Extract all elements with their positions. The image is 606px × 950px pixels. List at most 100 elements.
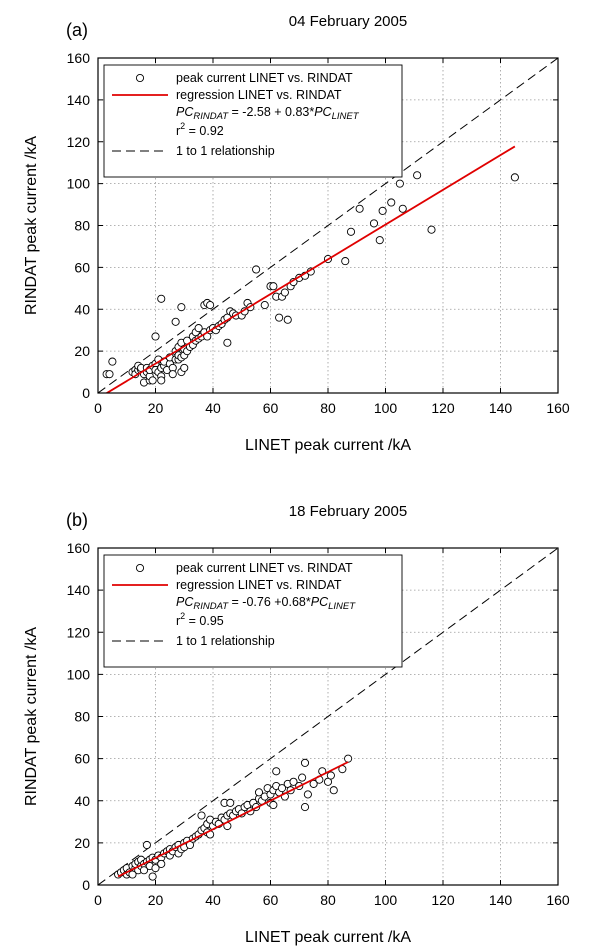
plot-frame: [97, 57, 559, 394]
x-tick-label: 80: [320, 400, 336, 416]
plot-area: [98, 548, 558, 885]
legend-points-label: peak current LINET vs. RINDAT: [176, 71, 353, 85]
data-point: [254, 788, 264, 797]
legend-box: [103, 554, 403, 668]
legend: peak current LINET vs. RINDAT regression …: [103, 554, 403, 668]
chart-title: 18 February 2005: [289, 503, 407, 520]
chart-title: 04 February 2005: [289, 13, 407, 30]
legend-one-to-one-label: 1 to 1 relationship: [176, 634, 275, 648]
data-point: [303, 790, 312, 799]
data-point: [157, 859, 166, 868]
x-tick-label: 120: [431, 400, 455, 416]
x-tick-label: 100: [374, 892, 398, 908]
data-point: [252, 265, 261, 274]
y-tick-label: 0: [82, 877, 90, 893]
x-tick-label: 80: [320, 892, 336, 908]
data-point: [378, 206, 387, 215]
legend-regression-label: regression LINET vs. RINDAT: [176, 578, 342, 592]
data-point: [369, 219, 379, 228]
data-point: [148, 376, 157, 385]
x-tick-label: 0: [94, 892, 102, 908]
data-point: [260, 301, 269, 310]
y-axis-label: RINDAT peak current /kA: [23, 136, 40, 315]
data-point: [280, 288, 289, 297]
chart-panel-a: 04 February 2005 (a) 0 20 40 60 80 100 120 140 160…: [23, 13, 570, 454]
data-point: [197, 811, 206, 820]
data-point: [168, 370, 177, 379]
data-point: [300, 758, 310, 767]
legend-equation: PCRINDAT = -0.76 +0.68*PCLINET: [176, 595, 356, 612]
y-tick-label: 100: [67, 176, 91, 192]
data-point: [226, 798, 235, 807]
panel-label: (a): [66, 20, 88, 40]
data-point: [148, 872, 157, 881]
data-point: [341, 257, 350, 266]
plot-area: [98, 58, 558, 393]
y-tick-label: 80: [74, 218, 90, 234]
data-point: [329, 786, 338, 795]
legend-r-squared: r2 = 0.95: [176, 611, 224, 628]
data-point: [269, 282, 278, 291]
x-tick-label: 160: [546, 400, 570, 416]
y-tick-label: 0: [82, 385, 90, 401]
data-point: [355, 204, 364, 213]
regression-line: [106, 145, 516, 393]
data-point: [510, 173, 519, 182]
x-tick-label: 120: [431, 892, 455, 908]
y-tick-label: 120: [67, 624, 91, 640]
y-tick-label: 40: [74, 301, 90, 317]
y-tick-label: 20: [74, 343, 90, 359]
data-point: [272, 767, 281, 776]
data-point: [180, 363, 189, 372]
data-point: [326, 771, 335, 780]
y-tick-label: 60: [74, 259, 90, 275]
y-tick-label: 20: [74, 835, 90, 851]
one-to-one-line: [98, 548, 558, 885]
data-point: [427, 225, 436, 234]
data-point: [277, 784, 287, 793]
data-point: [105, 370, 114, 379]
regression-line: [117, 761, 349, 878]
y-tick-label: 60: [74, 751, 90, 767]
data-point: [223, 338, 232, 347]
data-point: [289, 777, 298, 786]
data-point: [151, 332, 160, 341]
x-axis-label: LINET peak current /kA: [245, 929, 411, 946]
x-tick-label: 140: [489, 400, 513, 416]
data-point: [413, 171, 422, 180]
data-point: [300, 803, 310, 812]
data-point: [398, 204, 407, 213]
chart-panel-b: 18 February 2005 (b) 0 20 40 60 80 100 120 140 160…: [23, 503, 570, 946]
data-point: [269, 800, 278, 810]
data-point: [194, 324, 203, 333]
y-tick-label: 80: [74, 709, 90, 725]
x-tick-label: 60: [263, 400, 279, 416]
x-tick-label: 160: [546, 892, 570, 908]
plot-frame: [97, 547, 559, 886]
y-tick-label: 40: [74, 793, 90, 809]
panel-label: (b): [66, 510, 88, 530]
y-tick-label: 120: [67, 134, 91, 150]
y-tick-label: 140: [67, 92, 91, 108]
legend-regression-label: regression LINET vs. RINDAT: [176, 88, 342, 102]
one-to-one-line: [98, 58, 558, 393]
legend-r-squared: r2 = 0.92: [176, 121, 224, 138]
data-point: [142, 840, 151, 850]
data-point: [139, 866, 149, 875]
x-axis-label: LINET peak current /kA: [245, 437, 411, 454]
legend-marker: [135, 563, 145, 573]
legend: peak current LINET vs. RINDAT regression …: [103, 64, 403, 178]
data-point: [157, 376, 166, 385]
x-tick-label: 20: [148, 400, 164, 416]
data-point: [346, 227, 356, 236]
y-tick-label: 140: [67, 582, 91, 598]
data-point: [344, 754, 353, 763]
data-point: [395, 179, 404, 188]
data-point: [309, 779, 318, 788]
data-point: [151, 864, 160, 873]
x-tick-label: 100: [374, 400, 398, 416]
data-point: [108, 357, 117, 366]
x-tick-label: 20: [148, 892, 164, 908]
legend-box: [103, 64, 403, 178]
